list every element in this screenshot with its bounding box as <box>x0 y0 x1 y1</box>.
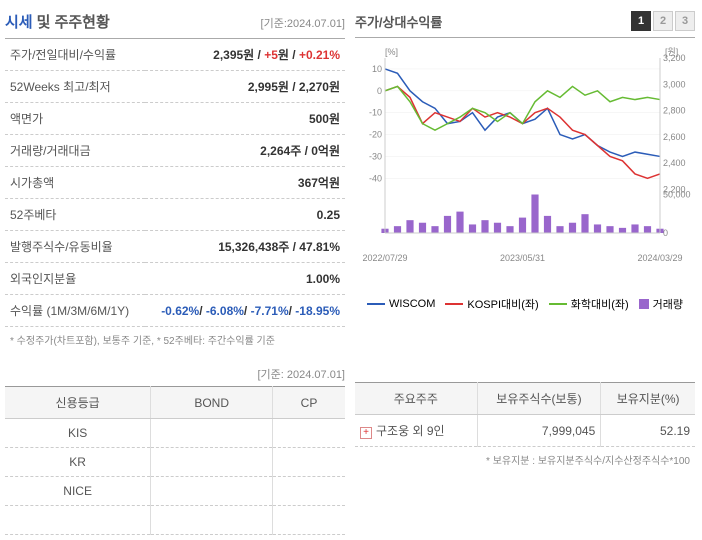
tab-2[interactable]: 2 <box>653 11 673 31</box>
svg-text:-20: -20 <box>369 130 382 140</box>
legend-volume: 거래량 <box>639 296 683 312</box>
stat-value: 2,995원 / 2,270원 <box>145 71 345 103</box>
stat-value: 2,264주 / 0억원 <box>145 135 345 167</box>
stats-panel: 시세 및 주주현황 [기준:2024.07.01] 주가/전일대비/수익률2,3… <box>5 5 345 352</box>
stat-label: 주가/전일대비/수익률 <box>5 39 145 71</box>
shareholders-header-cell: 보유주식수(보통) <box>477 383 601 415</box>
shareholders-panel: 주요주주보유주식수(보통)보유지분(%) +구조웅 외 9인7,999,0455… <box>355 362 695 535</box>
ratings-panel: [기준: 2024.07.01] 신용등급BONDCP KIS KR NICE <box>5 362 345 535</box>
shareholders-footnote: * 보유지분 : 보유지분주식수/지수산정주식수*100 <box>355 447 695 472</box>
svg-text:2,600: 2,600 <box>663 132 686 142</box>
stat-value: 500원 <box>145 103 345 135</box>
chart-title: 주가/상대수익률 <box>355 12 442 31</box>
ratings-cell <box>273 419 345 448</box>
stat-value: 1.00% <box>145 263 345 295</box>
stat-label: 수익률 (1M/3M/6M/1Y) <box>5 295 145 327</box>
shareholder-shares: 7,999,045 <box>477 415 601 447</box>
chart-svg: [%][원]100-10-20-30-403,2003,0002,8002,60… <box>355 43 695 293</box>
svg-text:50,000: 50,000 <box>663 190 691 200</box>
stats-header: 시세 및 주주현황 [기준:2024.07.01] <box>5 5 345 39</box>
stats-table: 주가/전일대비/수익률2,395원 / +5원 / +0.21%52Weeks … <box>5 39 345 327</box>
shareholder-name: +구조웅 외 9인 <box>355 415 477 447</box>
stat-value: -0.62%/ -6.08%/ -7.71%/ -18.95% <box>145 295 345 327</box>
svg-text:10: 10 <box>372 64 382 74</box>
svg-text:3,000: 3,000 <box>663 79 686 89</box>
svg-text:0: 0 <box>663 228 668 238</box>
legend-kospi: KOSPI대비(좌) <box>445 296 538 312</box>
stat-label: 52주베타 <box>5 199 145 231</box>
svg-text:2023/05/31: 2023/05/31 <box>500 253 545 263</box>
tab-1[interactable]: 1 <box>631 11 651 31</box>
stat-label: 52Weeks 최고/최저 <box>5 71 145 103</box>
stats-footnote: * 수정주가(차트포함), 보통주 기준, * 52주베타: 주간수익률 기준 <box>5 327 345 352</box>
ratings-cell <box>151 506 273 535</box>
legend-wiscom: WISCOM <box>367 296 435 312</box>
stats-title-sub: 및 주주현황 <box>37 11 110 32</box>
chart-legend: WISCOM KOSPI대비(좌) 화학대비(좌) 거래량 <box>355 296 695 312</box>
ratings-date-ref: [기준: 2024.07.01] <box>5 362 345 386</box>
stat-value: 15,326,438주 / 47.81% <box>145 231 345 263</box>
ratings-cell <box>151 448 273 477</box>
svg-text:2,800: 2,800 <box>663 106 686 116</box>
ratings-cell: KR <box>5 448 151 477</box>
stat-label: 발행주식수/유동비율 <box>5 231 145 263</box>
svg-text:2024/03/29: 2024/03/29 <box>637 253 682 263</box>
shareholder-pct: 52.19 <box>601 415 695 447</box>
ratings-table: 신용등급BONDCP KIS KR NICE <box>5 386 345 535</box>
ratings-header-cell: CP <box>273 387 345 419</box>
stat-label: 시가총액 <box>5 167 145 199</box>
expand-icon[interactable]: + <box>360 427 372 439</box>
shareholders-header-cell: 보유지분(%) <box>601 383 695 415</box>
stat-value: 367억원 <box>145 167 345 199</box>
ratings-header-cell: 신용등급 <box>5 387 151 419</box>
stat-label: 거래량/거래대금 <box>5 135 145 167</box>
ratings-cell <box>273 506 345 535</box>
shareholders-table: 주요주주보유주식수(보통)보유지분(%) +구조웅 외 9인7,999,0455… <box>355 382 695 447</box>
ratings-cell <box>273 448 345 477</box>
stat-value: 0.25 <box>145 199 345 231</box>
ratings-cell <box>273 477 345 506</box>
stats-date-ref: [기준:2024.07.01] <box>261 15 345 31</box>
svg-text:[%]: [%] <box>385 47 398 57</box>
svg-text:-10: -10 <box>369 108 382 118</box>
svg-text:-30: -30 <box>369 151 382 161</box>
svg-text:2,400: 2,400 <box>663 158 686 168</box>
stat-label: 액면가 <box>5 103 145 135</box>
chart-panel: 주가/상대수익률 1 2 3 [%][원]100-10-20-30-403,20… <box>355 5 695 352</box>
tab-3[interactable]: 3 <box>675 11 695 31</box>
legend-chem: 화학대비(좌) <box>549 296 629 312</box>
ratings-cell <box>151 477 273 506</box>
ratings-cell: NICE <box>5 477 151 506</box>
shareholders-header-cell: 주요주주 <box>355 383 477 415</box>
svg-text:3,200: 3,200 <box>663 53 686 63</box>
chart-tabs: 1 2 3 <box>631 11 695 31</box>
chart-header: 주가/상대수익률 1 2 3 <box>355 5 695 38</box>
stat-value: 2,395원 / +5원 / +0.21% <box>145 39 345 71</box>
ratings-cell <box>5 506 151 535</box>
svg-text:0: 0 <box>377 86 382 96</box>
chart-area: [%][원]100-10-20-30-403,2003,0002,8002,60… <box>355 43 695 293</box>
stats-title-main: 시세 <box>5 11 33 32</box>
ratings-cell: KIS <box>5 419 151 448</box>
stat-label: 외국인지분율 <box>5 263 145 295</box>
ratings-header-cell: BOND <box>151 387 273 419</box>
svg-text:-40: -40 <box>369 173 382 183</box>
svg-text:2022/07/29: 2022/07/29 <box>362 253 407 263</box>
ratings-cell <box>151 419 273 448</box>
